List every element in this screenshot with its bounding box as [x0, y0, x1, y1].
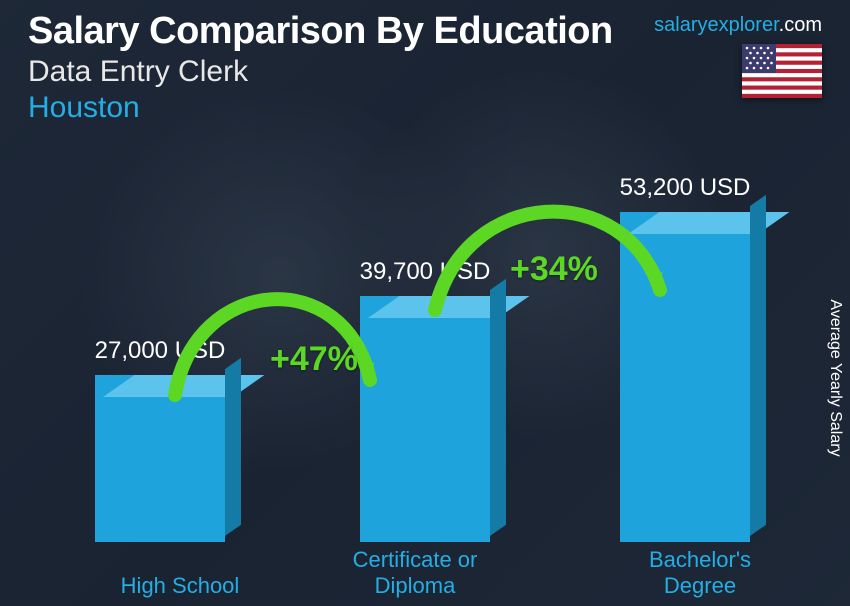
- bar-category-label: Bachelor's Degree: [625, 547, 775, 598]
- bar-front-face: [95, 375, 225, 542]
- brand-main: salaryexplorer: [654, 14, 779, 36]
- bar-group: 53,200 USD: [620, 174, 750, 542]
- increase-pct: +34%: [510, 250, 598, 289]
- bar-side-face: [490, 279, 506, 536]
- bar: [95, 375, 225, 542]
- job-subtitle: Data Entry Clerk: [28, 55, 822, 89]
- bar-group: 39,700 USD: [360, 258, 490, 542]
- bar: [360, 296, 490, 542]
- chart-area: Average Yearly Salary 27,000 USD 39,700 U…: [0, 150, 850, 606]
- y-axis-label: Average Yearly Salary: [826, 299, 844, 456]
- bar-category-label: Certificate or Diploma: [340, 547, 490, 598]
- bar-front-face: [620, 212, 750, 542]
- bar: [620, 212, 750, 542]
- brand-suffix: .com: [779, 14, 822, 36]
- bar-value: 53,200 USD: [620, 174, 751, 202]
- bar-category-label: High School: [105, 573, 255, 598]
- location-label: Houston: [28, 91, 822, 125]
- increase-pct: +47%: [270, 340, 358, 379]
- flag-icon: [742, 44, 822, 98]
- bar-value: 27,000 USD: [95, 337, 226, 365]
- bar-side-face: [750, 195, 766, 536]
- bar-value: 39,700 USD: [360, 258, 491, 286]
- bar-front-face: [360, 296, 490, 542]
- brand-logo: salaryexplorer.com: [654, 14, 822, 37]
- bar-group: 27,000 USD: [95, 337, 225, 542]
- bar-side-face: [225, 358, 241, 536]
